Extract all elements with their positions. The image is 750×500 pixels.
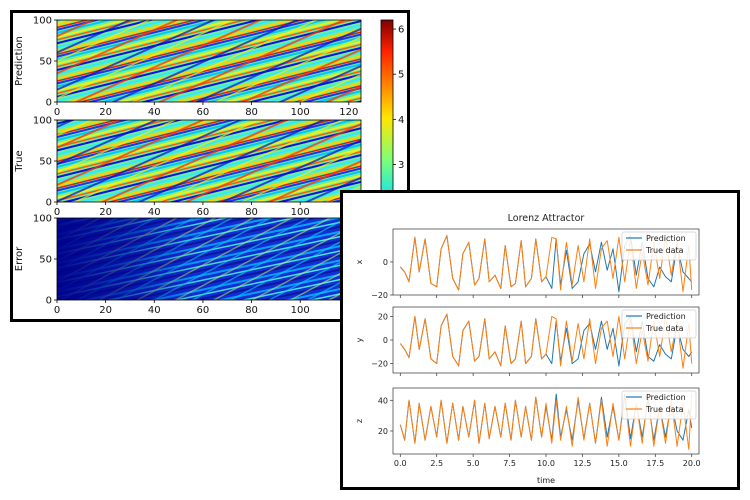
heatmap-ytick-label: 50 [39,157,52,168]
heatmap-panel-true: 020406080100120050100True [14,116,362,218]
heatmap-xtick-label: 20 [99,305,112,316]
lorenz-ytick-label: 20 [378,312,388,321]
lorenz-subplot-x: −20 0 x Prediction True data [355,228,700,300]
heatmap-xtick-label: 40 [148,107,161,118]
heatmap-xtick-label: 40 [148,305,161,316]
heatmap-xtick-label: 120 [339,107,358,118]
heatmap-overlay [57,120,361,202]
legend-label: True data [645,324,684,333]
heatmap-xtick-label: 60 [197,107,210,118]
heatmap-xtick-label: 0 [54,207,60,218]
colorbar-tick-label: 6 [398,25,404,36]
legend-box [621,390,697,420]
lorenz-xtick-label: 0.0 [394,459,407,468]
legend-box [621,231,697,261]
heatmap-xtick-label: 100 [291,207,310,218]
heatmap-panel-error: 0 20 40 60 80 100 0 50 100 Error [14,214,362,316]
lorenz-ytick-label: 0 [383,258,388,267]
heatmap-xtick-label: 0 [54,305,60,316]
heatmap-xtick-label: 60 [197,207,210,218]
heatmap-ytick-label: 100 [33,116,52,127]
heatmap-xtick-label: 60 [197,305,210,316]
heatmap-xtick-label: 0 [54,107,60,118]
lorenz-figure-svg: Lorenz Attractor −20 0 x Prediction True data… [355,213,701,485]
lorenz-xtick-label: 12.5 [574,459,592,468]
heatmap-xtick-label: 20 [99,107,112,118]
legend: Prediction True data [621,390,697,420]
heatmap-figure: 0 20 40 60 80 100 120 0 50 100 Prediction 0 20 40 60 80… [10,10,410,322]
heatmap-xtick-label: 40 [148,207,161,218]
heatmap-xtick-label: 20 [99,207,112,218]
lorenz-subplot-y: −20 0 20 y Prediction True data [355,306,700,376]
heatmap-xtick-label: 80 [245,107,258,118]
lorenz-subplot-z: 20 40 0.0 2.5 5.0 7.5 10.0 12.5 15.0 17.5 20.0 z Pre… [355,387,701,468]
lorenz-xtick-label: 2.5 [430,459,443,468]
heatmap-panel-prediction: 0 20 40 60 80 100 120 0 50 100 Prediction [14,16,362,118]
lorenz-xtick-label: 15.0 [610,459,628,468]
heatmap-xtick-label: 100 [291,107,310,118]
colorbar-tick-label: 4 [398,115,404,126]
legend-box [621,309,697,339]
legend: Prediction True data [621,231,697,261]
series-line-true-data [399,393,693,450]
lorenz-ytick-label: −20 [371,291,388,300]
lorenz-ytick-label: 20 [378,427,388,436]
heatmap-ylabel: Prediction [14,36,25,86]
lorenz-xtick-label: 7.5 [503,459,516,468]
colorbar-tick-label: 5 [398,70,404,81]
legend-label: True data [645,246,684,255]
heatmap-ytick-label: 0 [46,198,52,209]
lorenz-ytick-label: −20 [371,360,388,369]
heatmap-ytick-label: 0 [46,98,52,109]
legend-label: True data [645,405,684,414]
legend-label: Prediction [646,312,686,321]
heatmap-ylabel: Error [14,246,25,271]
lorenz-figure: Lorenz Attractor −20 0 x Prediction True data… [340,190,740,490]
heatmap-xtick-label: 80 [245,207,258,218]
colorbar-tick-label: 3 [398,160,404,171]
legend: Prediction True data [621,309,697,339]
heatmap-xtick-label: 80 [245,305,258,316]
lorenz-ytick-label: 40 [378,396,388,405]
lorenz-xtick-label: 17.5 [646,459,664,468]
lorenz-title: Lorenz Attractor [508,213,585,224]
lorenz-xtick-label: 10.0 [537,459,555,468]
heatmap-ytick-label: 0 [46,296,52,307]
heatmap-ytick-label: 100 [33,16,52,27]
error-low-region [57,218,361,300]
heatmap-overlay [57,20,361,102]
heatmap-ytick-label: 50 [39,57,52,68]
legend-label: Prediction [646,234,686,243]
lorenz-xlabel: time [537,476,555,485]
lorenz-ytick-label: 0 [383,336,388,345]
heatmap-ytick-label: 50 [39,255,52,266]
lorenz-ylabel: z [355,419,364,423]
lorenz-xtick-label: 20.0 [683,459,701,468]
heatmap-xtick-label: 100 [291,305,310,316]
heatmap-ylabel: True [14,150,25,172]
lorenz-ylabel: x [355,259,364,264]
legend-label: Prediction [646,393,686,402]
lorenz-xtick-label: 5.0 [467,459,480,468]
lorenz-ylabel: y [355,337,364,342]
heatmap-ytick-label: 100 [33,214,52,225]
